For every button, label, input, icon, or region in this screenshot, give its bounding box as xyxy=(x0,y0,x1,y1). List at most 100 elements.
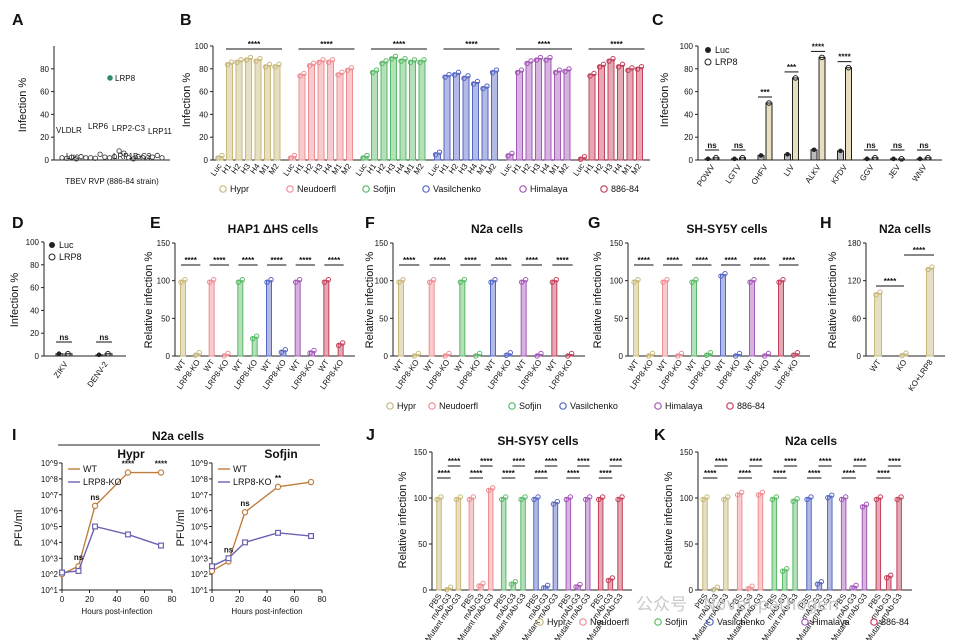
bar xyxy=(516,70,523,161)
data-point xyxy=(268,276,274,283)
data-point xyxy=(453,496,460,503)
data-point xyxy=(291,152,298,159)
x-tick-label: POWV xyxy=(695,162,717,188)
panel-title: N2a cells xyxy=(879,222,931,236)
legend-marker-jk xyxy=(870,618,878,626)
data-point xyxy=(725,494,731,500)
data-point xyxy=(563,496,570,503)
data-point xyxy=(310,60,317,66)
bar xyxy=(861,504,868,591)
data-point xyxy=(59,155,65,161)
y-tick-label: 10^3 xyxy=(191,554,209,563)
data-point xyxy=(297,73,303,79)
data-point xyxy=(769,496,776,503)
significance-label: ns xyxy=(74,553,84,562)
data-point xyxy=(689,279,695,285)
data-point xyxy=(301,70,307,77)
data-point xyxy=(842,494,849,500)
legend-marker-efg xyxy=(428,402,436,410)
data-point xyxy=(629,65,635,71)
bar xyxy=(264,64,271,161)
bar xyxy=(208,280,215,357)
data-point xyxy=(438,494,444,500)
significance-label: **** xyxy=(535,469,548,478)
data-point xyxy=(329,57,336,63)
y-tick-label: 20 xyxy=(199,133,208,142)
data-point xyxy=(58,569,65,576)
data-point xyxy=(308,533,315,540)
y-tick-label: 60 xyxy=(852,314,861,323)
data-point xyxy=(457,279,464,285)
data-point xyxy=(619,61,626,68)
legend-marker-b xyxy=(519,185,527,193)
data-point xyxy=(234,59,240,66)
significance-label: **** xyxy=(739,469,752,478)
data-point xyxy=(606,58,612,64)
data-point xyxy=(417,59,423,66)
data-point xyxy=(780,568,786,574)
legend-marker-b xyxy=(362,185,370,193)
legend-lrp8-label: LRP8 xyxy=(715,57,738,67)
bar xyxy=(771,497,778,591)
y-tick-label: 20 xyxy=(30,329,39,338)
significance-label: **** xyxy=(725,256,738,265)
data-point xyxy=(196,350,203,356)
bar xyxy=(180,280,186,357)
data-point xyxy=(430,276,437,283)
data-point xyxy=(225,555,232,562)
data-point xyxy=(102,154,108,160)
data-point xyxy=(192,352,199,358)
data-point xyxy=(838,148,843,154)
data-point xyxy=(553,276,560,283)
bar-lrp8 xyxy=(765,102,773,161)
x-tick-label: WT xyxy=(868,358,883,373)
bar xyxy=(443,75,451,161)
x-tick-label: M2 xyxy=(412,162,426,177)
data-point xyxy=(749,583,755,589)
data-point xyxy=(457,494,464,500)
data-point xyxy=(531,496,537,503)
data-point xyxy=(721,496,727,503)
bar xyxy=(455,497,462,591)
data-point xyxy=(307,478,315,486)
data-point xyxy=(486,487,492,493)
data-point xyxy=(522,494,528,500)
bar xyxy=(436,497,442,591)
significance-label: **** xyxy=(155,460,168,469)
data-point xyxy=(635,276,641,283)
data-point xyxy=(549,279,556,285)
data-point xyxy=(925,266,931,273)
bar-lrp8 xyxy=(792,77,799,161)
data-point xyxy=(87,155,94,161)
legend-label-jk: Sofjin xyxy=(665,617,688,627)
y-tick-label: 40 xyxy=(684,110,693,119)
y-tick-label: 100 xyxy=(680,494,694,503)
data-point xyxy=(209,563,216,570)
bar xyxy=(565,497,572,591)
data-point xyxy=(105,350,111,357)
x-tick-label: JEV xyxy=(886,162,902,180)
data-point xyxy=(625,67,631,74)
data-point xyxy=(765,350,772,357)
bar xyxy=(520,497,526,591)
bar xyxy=(453,72,460,161)
y-axis-label: Relative infection % xyxy=(364,251,376,348)
data-point xyxy=(316,59,322,66)
y-tick-label: 10^4 xyxy=(191,538,209,547)
y-tick-label: 50 xyxy=(684,540,693,549)
data-point xyxy=(736,350,743,357)
data-point xyxy=(239,276,246,283)
significance-label: ns xyxy=(59,333,69,342)
data-point xyxy=(518,496,524,503)
legend-lrp8-marker xyxy=(704,58,712,66)
data-point xyxy=(819,54,825,61)
x-tick-label: M2 xyxy=(339,162,353,177)
data-point xyxy=(83,155,89,161)
data-point xyxy=(306,63,313,69)
data-point xyxy=(776,279,782,285)
data-point xyxy=(159,155,165,161)
data-point xyxy=(307,350,313,356)
data-point xyxy=(591,70,597,77)
bar xyxy=(617,64,624,161)
